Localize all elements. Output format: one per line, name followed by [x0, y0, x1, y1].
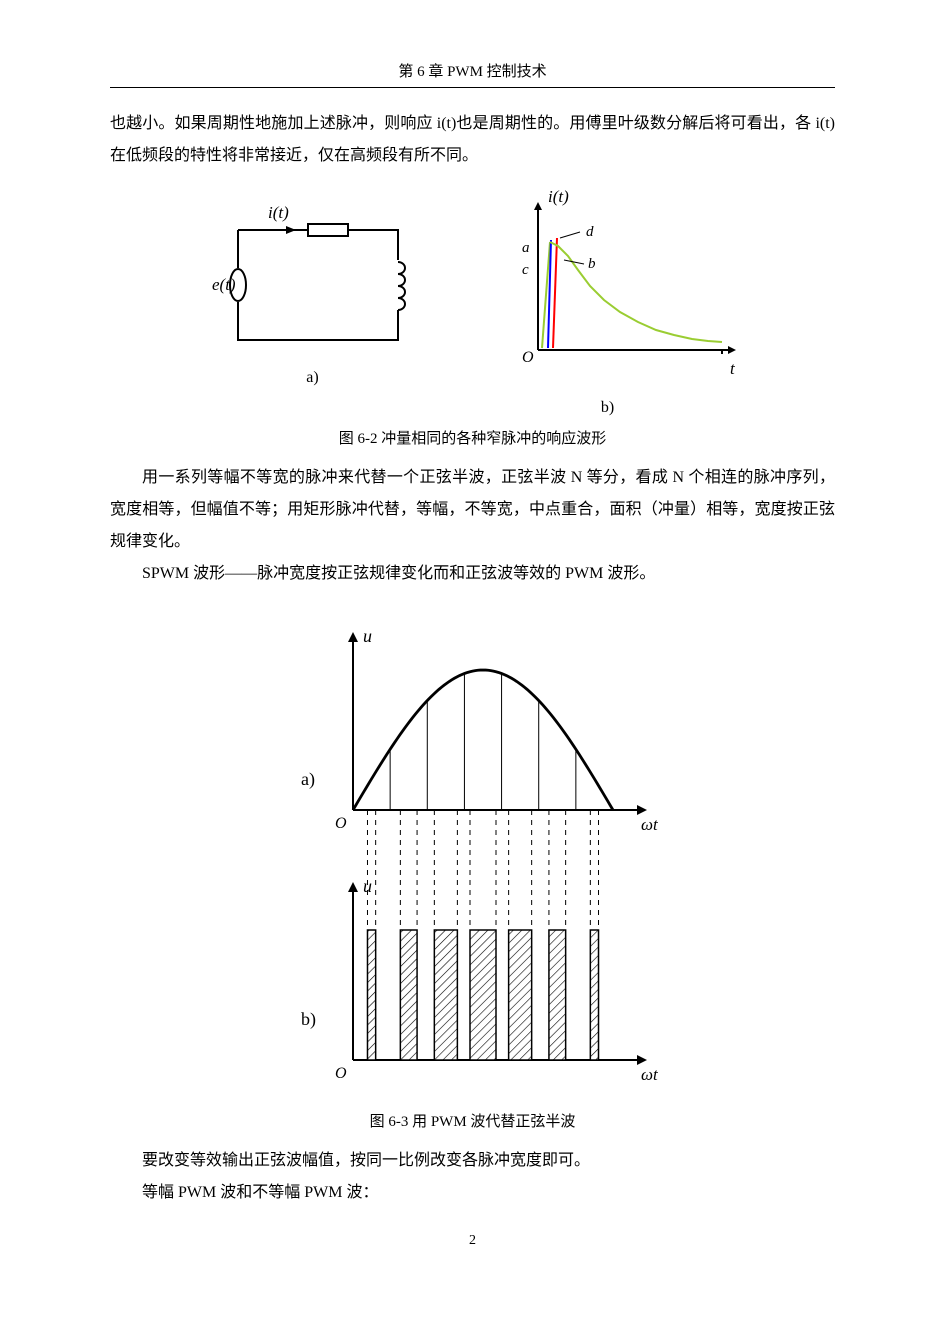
svg-text:a: a	[522, 240, 530, 256]
header-rule	[110, 87, 835, 88]
circuit-diagram: e(t) i(t)	[208, 190, 418, 360]
figure-6-2: e(t) i(t) a) i(t) t Oac db b)	[110, 190, 835, 417]
spwm-diagram: uωtOa)b)uωtO	[283, 600, 663, 1100]
fig62-b-label: b)	[478, 399, 738, 417]
fig62-a-block: e(t) i(t) a)	[208, 190, 418, 417]
para-4: 要改变等效输出正弦波幅值，按同一比例改变各脉冲宽度即可。	[110, 1145, 835, 1177]
para-1: 也越小。如果周期性地施加上述脉冲，则响应 i(t)也是周期性的。用傅里叶级数分解…	[110, 108, 835, 172]
svg-text:i(t): i(t)	[548, 190, 569, 206]
svg-text:O: O	[335, 1065, 347, 1082]
svg-text:d: d	[586, 224, 594, 240]
svg-text:ωt: ωt	[641, 815, 659, 834]
para-2: 用一系列等幅不等宽的脉冲来代替一个正弦半波，正弦半波 N 等分，看成 N 个相连…	[110, 462, 835, 558]
svg-text:u: u	[363, 626, 372, 646]
page-header: 第 6 章 PWM 控制技术	[110, 60, 835, 81]
svg-text:e(t): e(t)	[212, 275, 236, 294]
svg-text:b: b	[588, 256, 596, 272]
svg-text:b): b)	[301, 1009, 316, 1030]
svg-text:O: O	[522, 349, 534, 366]
fig62-b-block: i(t) t Oac db b)	[478, 190, 738, 417]
svg-text:ωt: ωt	[641, 1065, 659, 1084]
svg-text:a): a)	[301, 769, 315, 790]
para-5: 等幅 PWM 波和不等幅 PWM 波：	[110, 1177, 835, 1209]
response-plot: i(t) t Oac db	[478, 190, 738, 390]
page-number: 2	[110, 1233, 835, 1249]
fig62-caption: 图 6-2 冲量相同的各种窄脉冲的响应波形	[110, 427, 835, 448]
svg-text:O: O	[335, 815, 347, 832]
fig62-a-label: a)	[208, 369, 418, 387]
figure-6-3: uωtOa)b)uωtO	[110, 600, 835, 1100]
svg-text:c: c	[522, 262, 529, 278]
svg-text:i(t): i(t)	[268, 203, 289, 222]
fig63-caption: 图 6-3 用 PWM 波代替正弦半波	[110, 1110, 835, 1131]
para-3: SPWM 波形——脉冲宽度按正弦规律变化而和正弦波等效的 PWM 波形。	[110, 558, 835, 590]
svg-text:t: t	[730, 359, 736, 378]
